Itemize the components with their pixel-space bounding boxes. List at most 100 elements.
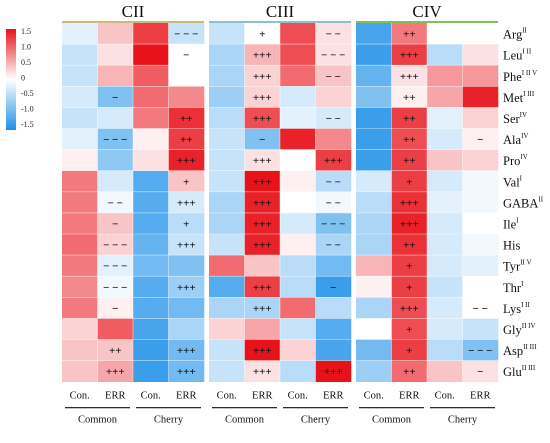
colorbar: 1.5 1.0 0.5 0 -0.5 -1.0 -1.5: [6, 27, 34, 130]
significance-mark: +++: [253, 71, 272, 83]
heatmap-cell: [356, 107, 392, 129]
panel-headers: CII CIII CIV: [62, 2, 498, 24]
heatmap-cell: [209, 339, 245, 361]
row-label-superscript: I II V: [522, 69, 537, 77]
heatmap-cell: [315, 170, 352, 193]
significance-mark: +++: [177, 155, 196, 167]
heatmap-cell: [462, 191, 499, 214]
row-label-superscript: I: [520, 174, 523, 182]
row-label-superscript: IV: [520, 111, 527, 119]
heatmap-cell: [315, 212, 352, 235]
heatmap-cell: [315, 297, 352, 319]
heatmap-cell: [315, 86, 352, 108]
heatmap-cell: [133, 65, 169, 87]
heatmap-cell: [280, 170, 316, 193]
row-labels: ArgII LeuI II PheI II V MetI III SerIV AlaIV P…: [503, 27, 544, 380]
significance-mark: − −: [326, 113, 341, 125]
heatmap-cell: [462, 86, 499, 108]
heatmap-cell: [133, 23, 169, 45]
panel-header-bar: [356, 21, 498, 24]
heatmap-cell: [133, 360, 169, 382]
panel-title: CII: [122, 2, 145, 21]
significance-mark: +++: [400, 303, 419, 315]
panel-header-bar: [62, 21, 204, 24]
heatmap-cell: [315, 360, 352, 382]
heatmap-cell: [209, 255, 245, 277]
heatmap-cell: [462, 212, 499, 235]
row-label: SerIV: [503, 111, 527, 126]
heatmap-cell: [133, 318, 169, 340]
heatmap-cell: [315, 276, 352, 298]
heatmap-cell: [244, 149, 281, 171]
heatmap-cell: [356, 86, 392, 108]
row-label-superscript: II IV: [522, 322, 536, 330]
heatmap-cell: [209, 297, 245, 319]
heatmap-cell: [244, 191, 281, 214]
significance-mark: − −: [108, 197, 123, 209]
heatmap-cell: [168, 318, 205, 340]
row-label-superscript: II: [522, 27, 527, 35]
heatmap-cell: [391, 44, 428, 66]
heatmap-cell: [356, 128, 392, 150]
heatmap-cell: [209, 212, 245, 235]
heatmap-cell: [168, 255, 205, 277]
colorbar-tick-label: -1.5: [21, 120, 34, 129]
heatmap-cell: [315, 339, 352, 361]
significance-mark: −: [112, 92, 118, 104]
significance-mark: ++: [403, 29, 416, 41]
heatmap-cell: [97, 107, 134, 129]
heatmap-cell: [462, 276, 499, 298]
significance-mark: +++: [177, 197, 196, 209]
heatmap-cell: [315, 65, 352, 87]
row-label: TyrII V: [503, 259, 532, 274]
significance-mark: − −: [326, 197, 341, 209]
significance-mark: − −: [473, 303, 488, 315]
column-label: ERR: [176, 391, 196, 402]
heatmap-cell: [356, 23, 392, 45]
heatmap-cell: [427, 234, 463, 256]
column-label: Con.: [288, 391, 308, 402]
heatmap-cell: [315, 149, 352, 171]
significance-mark: − −: [326, 240, 341, 252]
significance-mark: −: [183, 50, 189, 62]
heatmap-cell: [244, 170, 281, 193]
heatmap-cell: [97, 170, 134, 193]
heatmap-cell: [97, 276, 134, 298]
heatmap-cell: [391, 255, 428, 277]
heatmap-cell: [244, 23, 281, 45]
heatmap-cell: [280, 276, 316, 298]
heatmap-cell: [315, 128, 352, 150]
row-label-superscript: II III: [523, 343, 537, 351]
heatmap-cell: [168, 191, 205, 214]
heatmap-cell: [427, 44, 463, 66]
heatmap-cell: [244, 107, 281, 129]
heatmap-cell: [356, 234, 392, 256]
heatmap-cell: [209, 234, 245, 256]
heatmap-cell: [62, 23, 98, 45]
heatmap-cell: [133, 170, 169, 193]
heatmap-cell: [62, 170, 98, 193]
significance-mark: +++: [400, 71, 419, 83]
heatmap-cell: [244, 255, 281, 277]
significance-mark: −: [477, 366, 483, 378]
significance-marks: − − − + − − ++− +++ − − − ++++++ − − +++− +++ ++++…: [103, 29, 492, 379]
heatmap-cell: [427, 23, 463, 45]
heatmap-cell: [133, 107, 169, 129]
heatmap-cell: [315, 107, 352, 129]
heatmap-cell: [133, 297, 169, 319]
heatmap-cell: [168, 276, 205, 298]
heatmap-cell: [244, 297, 281, 319]
heatmap-cell: [280, 234, 316, 256]
significance-mark: +++: [253, 176, 272, 188]
heatmap-cell: [168, 149, 205, 171]
significance-mark: − − −: [103, 240, 127, 252]
heatmap-cell: [280, 191, 316, 214]
heatmap-cell: [462, 318, 499, 340]
significance-mark: − − −: [103, 261, 127, 273]
significance-mark: +++: [253, 345, 272, 357]
heatmap-cell: [62, 297, 98, 319]
heatmap-cell: [462, 234, 499, 256]
heatmap-cell: [391, 191, 428, 214]
heatmap-cell: [133, 234, 169, 256]
row-label: GABAII: [503, 195, 544, 210]
